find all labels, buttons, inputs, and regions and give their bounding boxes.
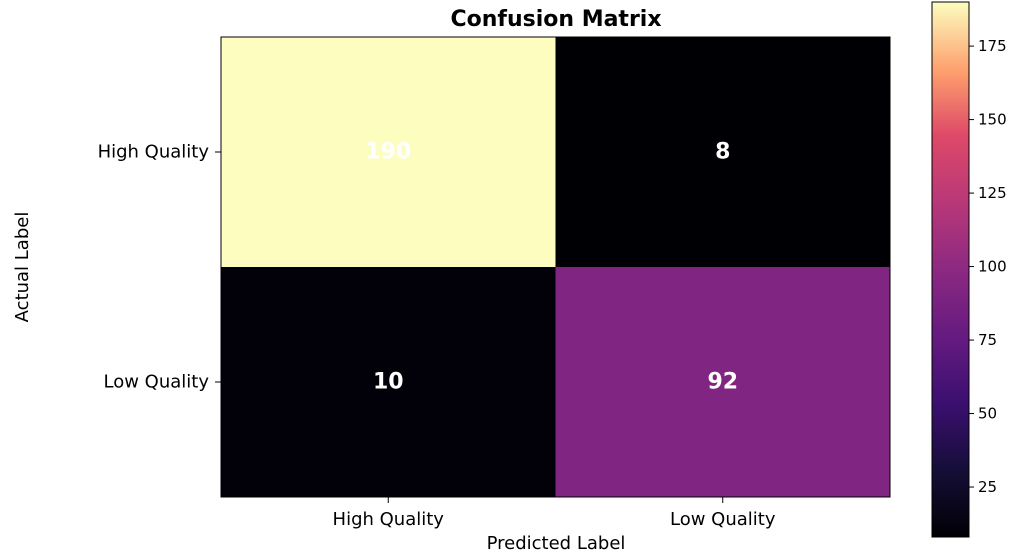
heatmap-cell [555, 267, 890, 497]
y-tick-label: High Quality [98, 142, 210, 163]
colorbar-tick-label: 100 [978, 258, 1007, 276]
y-axis-ticks: High Quality Low Quality [98, 142, 221, 393]
x-tick-label: Low Quality [670, 509, 776, 530]
colorbar: 25 50 75 100 125 150 175 [931, 1, 1007, 538]
cell-value-label: 190 [365, 140, 411, 165]
colorbar-tick-label: 175 [978, 37, 1007, 55]
cell-value-label: 92 [707, 370, 738, 395]
colorbar-tick-label: 125 [978, 184, 1007, 202]
heatmap-cell-labels: 190 8 10 92 [365, 140, 738, 395]
cell-value-label: 10 [373, 370, 404, 395]
heatmap-cell [221, 37, 556, 267]
colorbar-tick-label: 75 [978, 331, 997, 349]
x-tick-label: High Quality [333, 509, 445, 530]
colorbar-tick-label: 50 [978, 405, 997, 423]
colorbar-tick-label: 150 [978, 111, 1007, 129]
x-axis-label: Predicted Label [487, 533, 626, 553]
heatmap-cell [555, 37, 890, 267]
colorbar-ticks: 25 50 75 100 125 150 175 [969, 37, 1007, 496]
y-tick-label: Low Quality [104, 372, 210, 393]
colorbar-tick-label: 25 [978, 478, 997, 496]
cell-value-label: 8 [715, 140, 730, 165]
plot-frame [220, 36, 891, 498]
x-axis-ticks: High Quality Low Quality [333, 497, 776, 530]
y-axis-label: Actual Label [12, 212, 33, 323]
chart-title: Confusion Matrix [450, 7, 661, 32]
heatmap-cells [221, 37, 890, 497]
colorbar-gradient [931, 1, 970, 538]
heatmap-cell [221, 267, 556, 497]
